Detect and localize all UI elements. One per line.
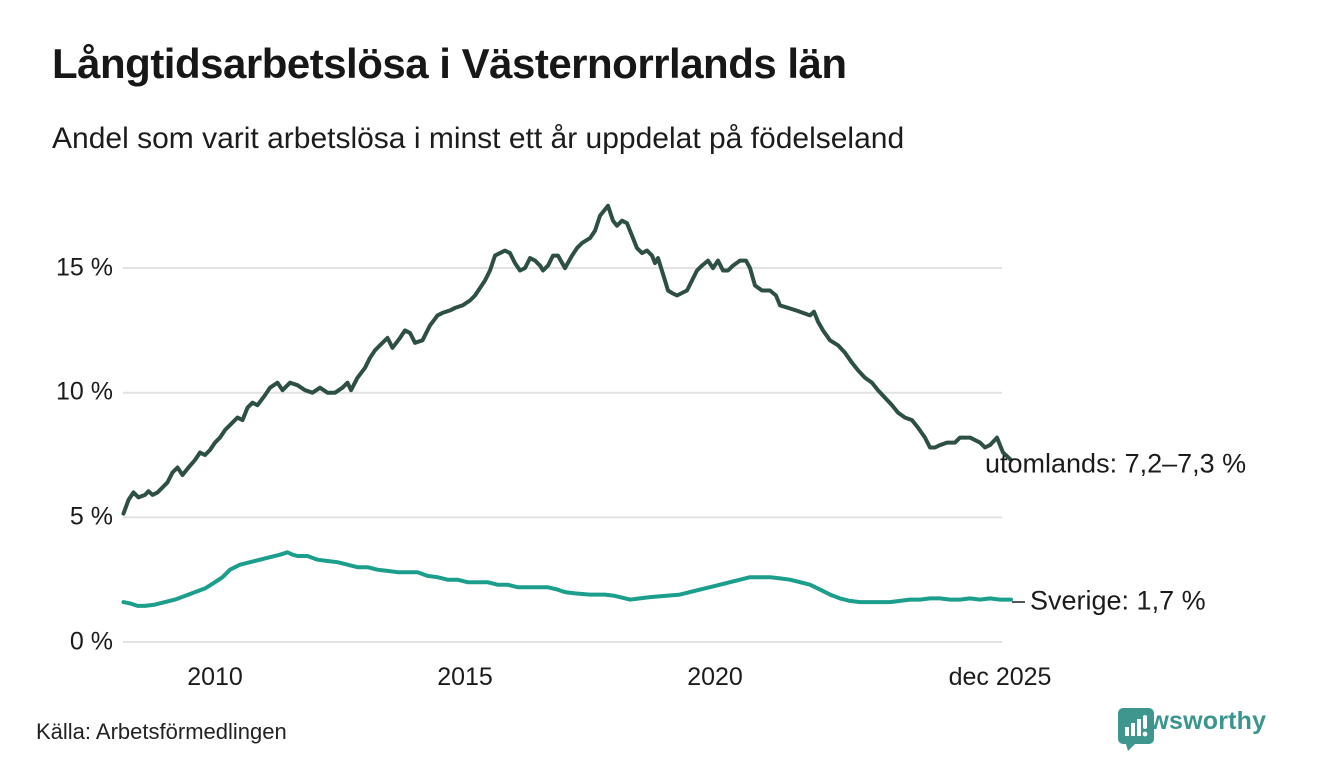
y-tick-0: 0 % xyxy=(69,627,113,656)
logo-bar-medium xyxy=(1131,723,1135,736)
x-tick-2020: 2020 xyxy=(687,663,743,691)
y-tick-10: 10 % xyxy=(56,377,113,406)
page-title: Långtidsarbetslösa i Västernorrlands län xyxy=(52,40,847,87)
logo-bar-small xyxy=(1125,727,1129,736)
sverige-line xyxy=(121,550,1013,608)
y-tick-15: 15 % xyxy=(56,253,113,282)
newsworthy-logo-icon xyxy=(1118,708,1154,751)
y-tick-5: 5 % xyxy=(69,502,113,531)
x-tick-dec-2025: dec 2025 xyxy=(948,663,1052,691)
logo-exclamation-dot xyxy=(1142,731,1148,737)
utomlands-line xyxy=(121,203,1013,516)
x-tick-2010: 2010 xyxy=(187,663,243,691)
utomlands-series-label: utomlands: 7,2–7,3 % xyxy=(985,448,1247,479)
sverige-series-label: Sverige: 1,7 % xyxy=(1030,585,1206,616)
chart-subtitle: Andel som varit arbetslösa i minst ett å… xyxy=(52,122,905,155)
newsworthy-brand: Newsworthy xyxy=(1117,707,1266,751)
sverige-label-dash xyxy=(1012,601,1025,603)
logo-bar-large xyxy=(1137,719,1141,736)
logo-exclamation-bar xyxy=(1143,715,1147,729)
source-note: Källa: Arbetsförmedlingen xyxy=(36,719,287,744)
x-tick-2015: 2015 xyxy=(437,663,493,691)
